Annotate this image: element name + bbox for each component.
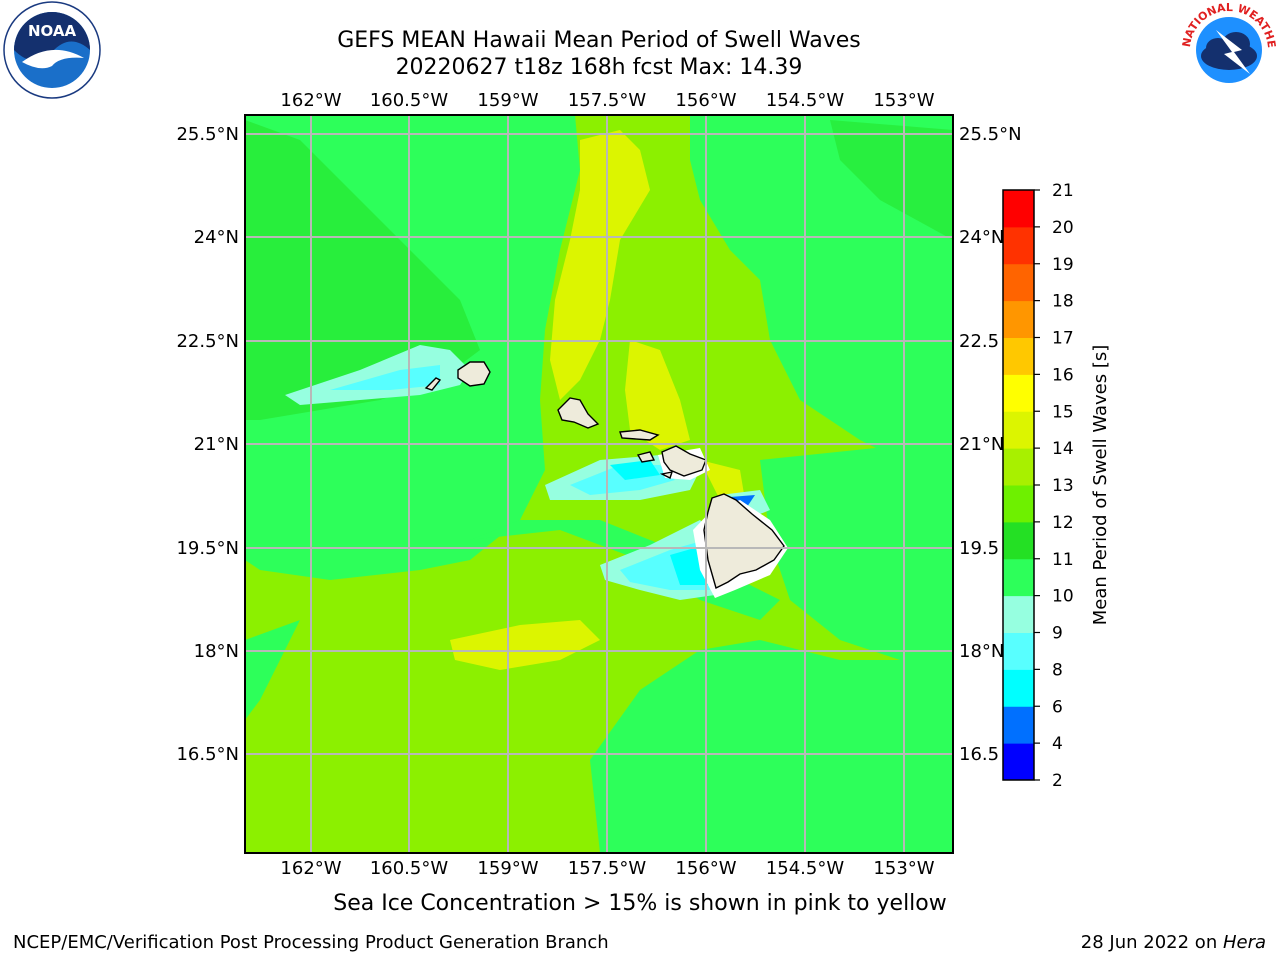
colorbar-segment (1003, 448, 1034, 486)
colorbar-tick-label: 21 (1052, 181, 1074, 201)
colorbar-segment (1003, 669, 1034, 707)
contour-11-12-southwest (245, 620, 300, 720)
lat-label: 18°N (959, 641, 1004, 662)
lon-label: 154.5°W (766, 90, 845, 111)
lon-label: 154.5°W (766, 858, 845, 879)
sea-ice-note: Sea Ice Concentration > 15% is shown in … (333, 891, 947, 916)
colorbar-tick-label: 9 (1052, 624, 1063, 644)
colorbar-segment (1003, 706, 1034, 744)
colorbar-tick-label: 4 (1052, 734, 1063, 754)
noaa-logo-text: NOAA (28, 22, 77, 40)
map-frame (244, 114, 954, 854)
colorbar-ticks: 2 4 6 8 9 10 11 12 13 14 15 16 17 18 19 20 21 (1034, 181, 1074, 791)
colorbar-tick-label: 8 (1052, 660, 1063, 680)
colorbar-tick-label: 2 (1052, 771, 1063, 791)
lon-label: 157.5°W (568, 858, 647, 879)
lon-labels-top: 162°W 160.5°W 159°W 157.5°W 156°W 154.5°… (280, 90, 934, 111)
colorbar-segment (1003, 190, 1034, 228)
colorbar-segments (1003, 190, 1034, 781)
colorbar-tick-label: 6 (1052, 697, 1063, 717)
colorbar-segment (1003, 263, 1034, 302)
lat-label: 24°N (959, 227, 1004, 248)
lon-label: 153°W (873, 90, 934, 111)
lat-label: 19.5 (959, 538, 999, 559)
island-maui (661, 445, 707, 477)
colorbar-segment (1003, 558, 1034, 597)
colorbar-segment (1003, 485, 1034, 523)
lon-labels-bottom: 162°W 160.5°W 159°W 157.5°W 156°W 154.5°… (280, 858, 934, 879)
colorbar-segment (1003, 411, 1034, 449)
map-title: GEFS MEAN Hawaii Mean Period of Swell Wa… (337, 28, 861, 53)
lon-label: 156°W (675, 858, 736, 879)
lat-label: 16.5°N (176, 744, 239, 765)
colorbar-segment (1003, 226, 1034, 265)
colorbar-tick-label: 14 (1052, 439, 1074, 459)
lon-label: 160.5°W (370, 858, 449, 879)
contour-13-14-south (450, 620, 600, 670)
colorbar-segment (1003, 743, 1034, 781)
noaa-logo: NOAA (3, 1, 101, 99)
lon-label: 159°W (477, 90, 538, 111)
contour-11-12-south (590, 640, 953, 853)
island-lanai (636, 451, 656, 463)
lon-label: 157.5°W (568, 90, 647, 111)
island-molokai (619, 429, 660, 441)
footer-date: 28 Jun 2022 on Hera (1081, 932, 1266, 953)
lon-label: 156°W (675, 90, 736, 111)
colorbar-segment (1003, 337, 1034, 375)
island-oahu (557, 397, 600, 429)
lat-labels-right: 25.5°N 24°N 22.5 21°N 19.5 18°N 16.5 (959, 124, 1022, 765)
island-niihau (424, 377, 442, 391)
lat-label: 16.5 (959, 744, 999, 765)
contour-13-14-north (550, 130, 650, 400)
colorbar-tick-label: 20 (1052, 218, 1074, 238)
colorbar-segment (1003, 632, 1034, 670)
lat-label: 18°N (194, 641, 239, 662)
colorbar: 2 4 6 8 9 10 11 12 13 14 15 16 17 18 19 20 21 Mean Perio… (1002, 181, 1111, 791)
colorbar-tick-label: 19 (1052, 255, 1074, 275)
colorbar-tick-label: 12 (1052, 513, 1074, 533)
lat-label: 25.5°N (959, 124, 1022, 145)
colorbar-tick-label: 15 (1052, 402, 1074, 422)
lat-label: 21°N (959, 434, 1004, 455)
map-gridlines (245, 115, 953, 853)
nws-logo: NATIONAL WEATHER SERVICE (1178, 0, 1278, 96)
colorbar-tick-label: 11 (1052, 550, 1074, 570)
colorbar-segment (1003, 595, 1034, 633)
colorbar-tick-label: 13 (1052, 476, 1074, 496)
island-kauai (457, 361, 491, 387)
colorbar-tick-label: 17 (1052, 329, 1074, 349)
colorbar-segment (1003, 374, 1034, 412)
swell-period-field (245, 115, 953, 853)
lon-label: 162°W (280, 858, 341, 879)
lat-label: 19.5°N (176, 538, 239, 559)
colorbar-tick-label: 16 (1052, 365, 1074, 385)
contour-13-14-central (625, 340, 690, 450)
lon-label: 160.5°W (370, 90, 449, 111)
colorbar-segment (1003, 300, 1034, 338)
footer-date-text: 28 Jun 2022 on (1080, 932, 1223, 953)
lat-label: 25.5°N (176, 124, 239, 145)
lon-label: 153°W (873, 858, 934, 879)
footer-host: Hera (1222, 932, 1266, 953)
lat-label: 24°N (194, 227, 239, 248)
island-kahoolawe (659, 471, 674, 479)
map-subtitle: 20220627 t18z 168h fcst Max: 14.39 (395, 55, 803, 80)
colorbar-tick-label: 10 (1052, 587, 1074, 607)
footer-branch: NCEP/EMC/Verification Post Processing Pr… (13, 932, 609, 953)
colorbar-segment (1003, 521, 1034, 560)
lat-label: 22.5°N (176, 331, 239, 352)
lat-labels-left: 25.5°N 24°N 22.5°N 21°N 19.5°N 18°N 16.5… (176, 124, 239, 765)
lat-label: 21°N (194, 434, 239, 455)
lat-label: 22.5 (959, 331, 999, 352)
lon-label: 162°W (280, 90, 341, 111)
lon-label: 159°W (477, 858, 538, 879)
colorbar-tick-label: 18 (1052, 292, 1074, 312)
colorbar-label: Mean Period of Swell Waves [s] (1090, 345, 1111, 626)
hawaiian-islands (424, 361, 785, 590)
